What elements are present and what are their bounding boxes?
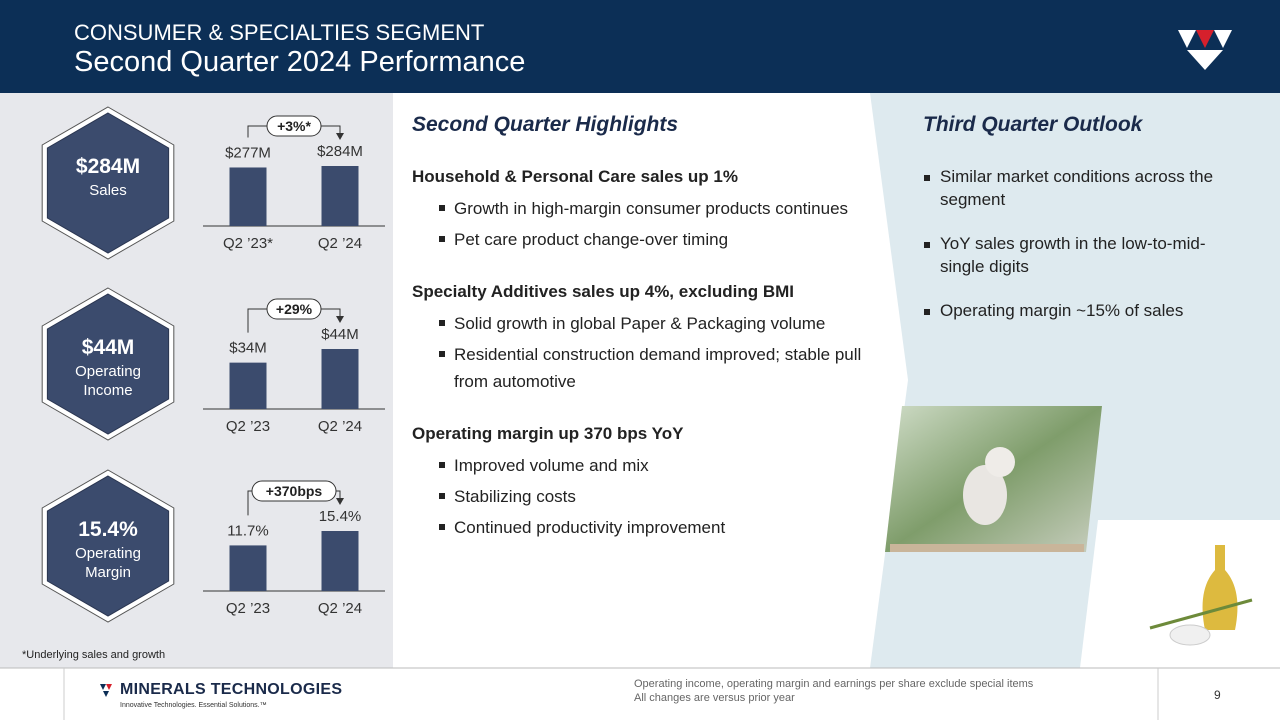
- highlight-heading: Specialty Additives sales up 4%, excludi…: [412, 282, 794, 301]
- bullet: Operating margin ~15% of sales: [923, 299, 1248, 322]
- bar-value-label: 11.7%: [227, 522, 268, 539]
- x-tick-label: Q2 ’24: [318, 600, 362, 617]
- bar-value-label: $34M: [229, 340, 267, 357]
- outlook: Similar market conditions across the seg…: [923, 165, 1248, 343]
- logo-part: [103, 691, 109, 697]
- highlight-section: Operating margin up 370 bps YoY Improved …: [412, 422, 882, 541]
- logo-part: [1196, 30, 1214, 48]
- bar-value-label: 15.4%: [319, 508, 362, 525]
- page-number: 9: [1214, 688, 1221, 702]
- bullet-list: Similar market conditions across the seg…: [923, 165, 1248, 322]
- section-label: CONSUMER & SPECIALTIES SEGMENT: [74, 20, 485, 45]
- footnote: *Underlying sales and growth: [22, 649, 166, 661]
- kpi-label: Operating Margin: [75, 545, 141, 581]
- growth-bracket: [247, 490, 341, 516]
- bar: [229, 545, 267, 591]
- bullet-list: Growth in high-margin consumer products …: [412, 195, 882, 253]
- header-logo: [1178, 30, 1232, 70]
- bar: [229, 362, 267, 409]
- bullet: Similar market conditions across the seg…: [923, 165, 1248, 211]
- growth-label: +29%: [276, 301, 313, 317]
- header-band: [0, 0, 1280, 93]
- bar: [229, 167, 267, 226]
- kpi: $284M Sales: [58, 155, 158, 200]
- kpi-hexagon: [46, 112, 170, 254]
- x-tick-label: Q2 ’23*: [223, 235, 273, 252]
- bar: [321, 531, 359, 591]
- logo-part: [1214, 30, 1232, 48]
- bullet-list: Solid growth in global Paper & Packaging…: [412, 310, 882, 395]
- growth-label: +370bps: [266, 483, 323, 499]
- highlight-heading: Operating margin up 370 bps YoY: [412, 424, 684, 443]
- growth-pill: [266, 298, 322, 320]
- olive-bowl: [1169, 624, 1211, 646]
- growth-arrow: [336, 133, 344, 140]
- x-tick-label: Q2 ’24: [318, 418, 362, 435]
- highlight-section: Household & Personal Care sales up 1% Gro…: [412, 165, 882, 253]
- bullet: Improved volume and mix: [412, 452, 882, 479]
- bullet: Stabilizing costs: [412, 483, 882, 510]
- highlight-section: Specialty Additives sales up 4%, excludi…: [412, 280, 882, 395]
- highlight-heading: Household & Personal Care sales up 1%: [412, 167, 738, 186]
- bullet: Growth in high-margin consumer products …: [412, 195, 882, 222]
- logo-part: [1178, 30, 1196, 48]
- growth-bracket: [247, 308, 341, 333]
- growth-pill: [251, 480, 337, 502]
- kpi-value: $284M: [75, 155, 141, 178]
- bullet: Pet care product change-over timing: [412, 226, 882, 253]
- logo-part: [106, 684, 112, 690]
- x-tick-label: Q2 ’23: [226, 600, 270, 617]
- footer-note: Operating income, operating margin and e…: [634, 678, 1034, 690]
- growth-arrow: [336, 498, 344, 505]
- bullet: Continued productivity improvement: [412, 514, 882, 541]
- kpi-hexagon: [46, 475, 170, 617]
- highlights-title: Second Quarter Highlights: [412, 113, 679, 136]
- kpi-label: Sales: [89, 182, 127, 199]
- cat: [963, 465, 1007, 525]
- logo-part: [100, 684, 106, 690]
- logo-part: [1187, 50, 1223, 70]
- middle-panel: [393, 93, 908, 668]
- highlights: Household & Personal Care sales up 1% Gro…: [412, 165, 882, 568]
- growth-bracket: [247, 125, 341, 138]
- photo-backdrop: [1080, 520, 1280, 668]
- footer-logo: [100, 684, 112, 697]
- bar-value-label: $44M: [321, 326, 359, 343]
- bar-value-label: $284M: [317, 143, 363, 160]
- bar: [321, 166, 359, 226]
- kpi-label: Operating Income: [75, 363, 141, 399]
- kpi: $44M Operating Income: [58, 336, 158, 400]
- growth-label: +3%*: [277, 118, 311, 134]
- olive-branch: [1149, 598, 1253, 630]
- kpi: 15.4% Operating Margin: [58, 518, 158, 582]
- footer-note: All changes are versus prior year: [634, 692, 795, 704]
- outlook-title: Third Quarter Outlook: [923, 113, 1143, 136]
- bullet: Residential construction demand improved…: [412, 341, 882, 395]
- company-name: MINERALS TECHNOLOGIES: [120, 681, 343, 698]
- slide-title: Second Quarter 2024 Performance: [74, 46, 526, 78]
- company-tagline: Innovative Technologies. Essential Solut…: [120, 702, 267, 709]
- x-tick-label: Q2 ’23: [226, 418, 270, 435]
- kpi-value: $44M: [81, 336, 135, 359]
- bullet: YoY sales growth in the low-to-mid-singl…: [923, 232, 1248, 278]
- cat-head: [985, 447, 1015, 477]
- kpi-value: 15.4%: [78, 518, 138, 541]
- bar-value-label: $277M: [225, 144, 271, 161]
- bullet-list: Improved volume and mix Stabilizing costs…: [412, 452, 882, 541]
- bar: [321, 349, 359, 409]
- x-tick-label: Q2 ’24: [318, 235, 362, 252]
- kpi-hexagon: [46, 293, 170, 435]
- bullet: Solid growth in global Paper & Packaging…: [412, 310, 882, 337]
- growth-arrow: [336, 316, 344, 323]
- growth-pill: [266, 115, 322, 137]
- photo-sill: [890, 544, 1084, 552]
- olive-bottle: [1202, 545, 1238, 630]
